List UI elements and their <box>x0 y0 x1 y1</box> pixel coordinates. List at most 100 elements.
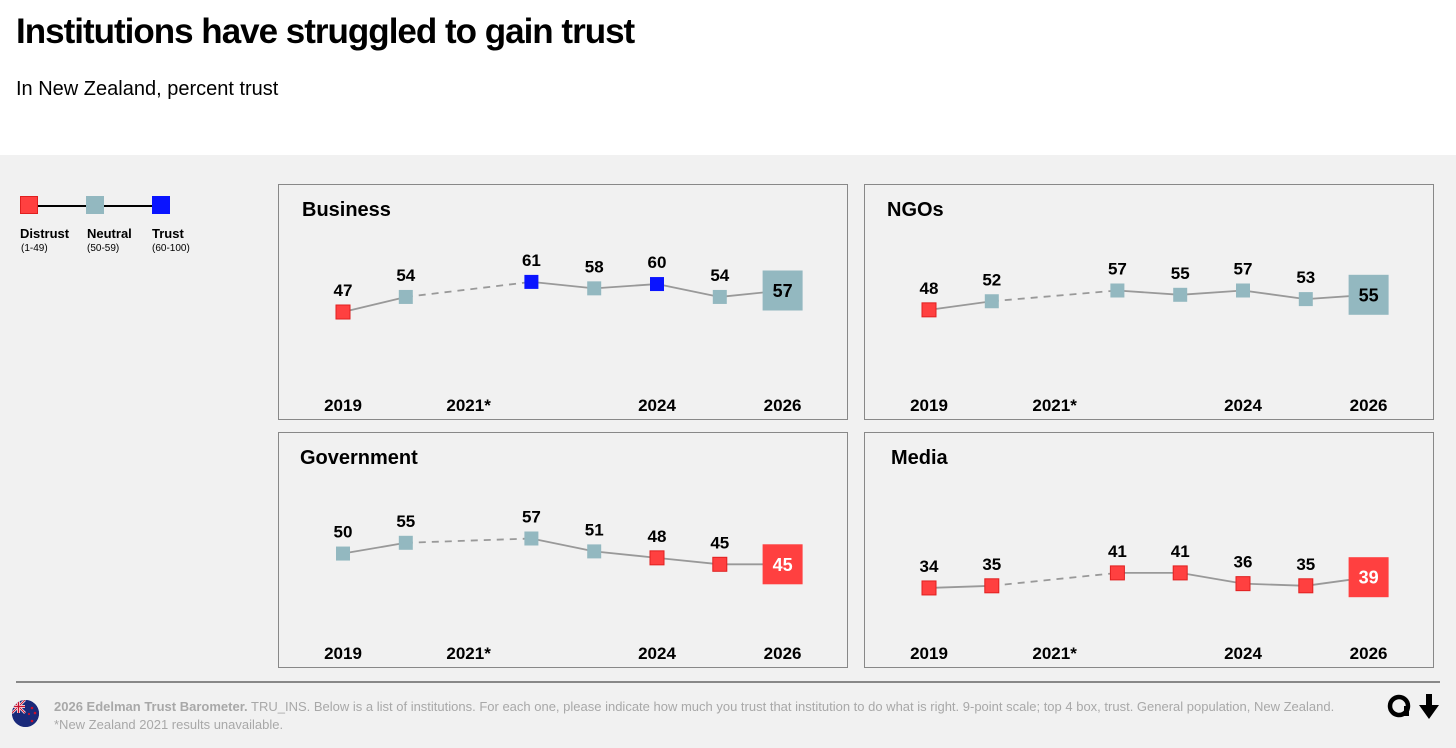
line-segment <box>1242 289 1306 300</box>
panel-government: Government 50 55 57 51 48 45 45 2019 2021* 2024 20… <box>278 432 848 668</box>
data-label: 48 <box>648 527 667 546</box>
legend: Distrust Neutral Trust (1-49) (50-59) (6… <box>20 196 220 266</box>
x-tick-label: 2024 <box>638 644 676 663</box>
latest-value-box <box>762 544 803 585</box>
latest-value-box <box>1348 557 1389 598</box>
data-marker <box>1172 565 1188 581</box>
dashed-segment <box>991 572 1118 587</box>
x-tick-label: 2026 <box>764 396 802 415</box>
trend-chart: 34 35 41 41 36 35 39 2019 2021* 2024 2026 <box>910 542 1389 663</box>
trend-chart: 48 52 57 55 57 53 55 2019 2021* 2024 2026 <box>910 260 1389 415</box>
data-label: 55 <box>396 512 415 531</box>
data-marker <box>650 277 664 292</box>
data-label: 53 <box>1296 268 1315 287</box>
x-tick-label: 2026 <box>764 644 802 663</box>
data-label: 36 <box>1234 553 1253 572</box>
line-segment <box>594 550 658 559</box>
header: Institutions have struggled to gain trus… <box>0 0 1456 155</box>
legend-distrust-range: (1-49) <box>21 243 48 254</box>
panel-media: Media 34 35 41 41 36 35 39 2019 2021* 2024 2026 <box>864 432 1434 668</box>
edelman-logo-icon <box>1386 692 1444 727</box>
data-marker <box>712 556 728 572</box>
data-label-latest: 45 <box>773 555 793 575</box>
data-marker <box>712 289 727 304</box>
data-label: 41 <box>1171 542 1190 561</box>
data-marker <box>984 578 1000 594</box>
footer-source-text: TRU_INS. Below is a list of institutions… <box>247 699 1335 714</box>
data-marker <box>336 546 350 561</box>
data-label: 50 <box>334 523 353 542</box>
data-label: 58 <box>585 257 604 276</box>
data-marker <box>1236 283 1250 298</box>
x-tick-label: 2024 <box>638 396 676 415</box>
data-marker <box>398 535 413 550</box>
data-label-latest: 39 <box>1359 568 1379 588</box>
x-tick-label: 2021* <box>446 396 491 415</box>
x-tick-label: 2019 <box>910 396 948 415</box>
x-tick-label: 2021* <box>1032 396 1077 415</box>
data-marker <box>1235 576 1251 592</box>
data-label: 35 <box>1296 555 1315 574</box>
line-segment <box>531 537 595 553</box>
data-label: 57 <box>522 508 541 527</box>
data-label: 48 <box>920 279 939 298</box>
x-tick-label: 2019 <box>324 396 362 415</box>
legend-distrust-swatch <box>20 196 38 214</box>
latest-value-box <box>1348 274 1389 315</box>
new-zealand-flag-icon <box>12 700 39 727</box>
panel-title: Government <box>300 447 418 469</box>
trend-chart: 50 55 57 51 48 45 45 2019 2021* 2024 2026 <box>324 508 803 663</box>
x-tick-label: 2026 <box>1350 644 1388 663</box>
dashed-segment <box>405 281 532 298</box>
data-label-latest: 57 <box>773 281 793 301</box>
footer-note: *New Zealand 2021 results unavailable. <box>54 717 284 732</box>
trend-chart: 47 54 61 58 60 54 57 2019 2021* 2024 2026 <box>324 251 803 415</box>
data-marker <box>398 289 413 304</box>
data-marker <box>587 281 602 296</box>
data-label: 52 <box>982 270 1001 289</box>
data-label: 54 <box>710 266 729 285</box>
line-segment <box>928 584 992 589</box>
line-segment <box>928 300 992 311</box>
legend-neutral-range: (50-59) <box>87 243 120 254</box>
data-label: 45 <box>710 533 729 552</box>
data-marker <box>524 274 539 289</box>
data-marker <box>1109 565 1125 581</box>
data-label: 55 <box>1171 264 1190 283</box>
data-label: 35 <box>982 555 1001 574</box>
data-marker <box>1298 292 1313 307</box>
data-marker <box>649 550 665 566</box>
footer-divider <box>16 681 1440 683</box>
line-segment <box>531 281 595 290</box>
data-marker <box>921 580 937 596</box>
x-tick-label: 2026 <box>1350 396 1388 415</box>
data-label: 51 <box>585 520 604 539</box>
panel-title: Business <box>302 199 391 221</box>
line-segment <box>656 556 720 566</box>
line-segment <box>1242 582 1306 587</box>
line-segment <box>1180 289 1244 296</box>
line-segment <box>594 283 658 290</box>
line-segment <box>656 283 720 298</box>
legend-trust-swatch <box>152 196 170 214</box>
data-label: 61 <box>522 251 541 270</box>
data-marker <box>335 304 351 320</box>
data-marker <box>921 302 937 318</box>
x-tick-label: 2019 <box>324 644 362 663</box>
data-marker <box>1298 578 1314 594</box>
panel-ngos: NGOs 48 52 57 55 57 53 55 2019 2021* 2024 2026 <box>864 184 1434 420</box>
page-subtitle: In New Zealand, percent trust <box>16 78 279 100</box>
panel-title: NGOs <box>887 199 944 221</box>
panel-title: Media <box>891 447 948 469</box>
legend-trust-label: Trust <box>152 226 184 241</box>
x-tick-label: 2021* <box>446 644 491 663</box>
dashed-segment <box>991 289 1118 303</box>
x-tick-label: 2024 <box>1224 644 1262 663</box>
data-label: 57 <box>1108 260 1127 279</box>
data-label-latest: 55 <box>1359 285 1379 305</box>
legend-trust-range: (60-100) <box>152 243 190 254</box>
x-tick-label: 2019 <box>910 644 948 663</box>
data-marker <box>1173 287 1188 302</box>
footer-source: 2026 Edelman Trust Barometer. TRU_INS. B… <box>54 698 1334 734</box>
latest-value-box <box>762 270 803 311</box>
